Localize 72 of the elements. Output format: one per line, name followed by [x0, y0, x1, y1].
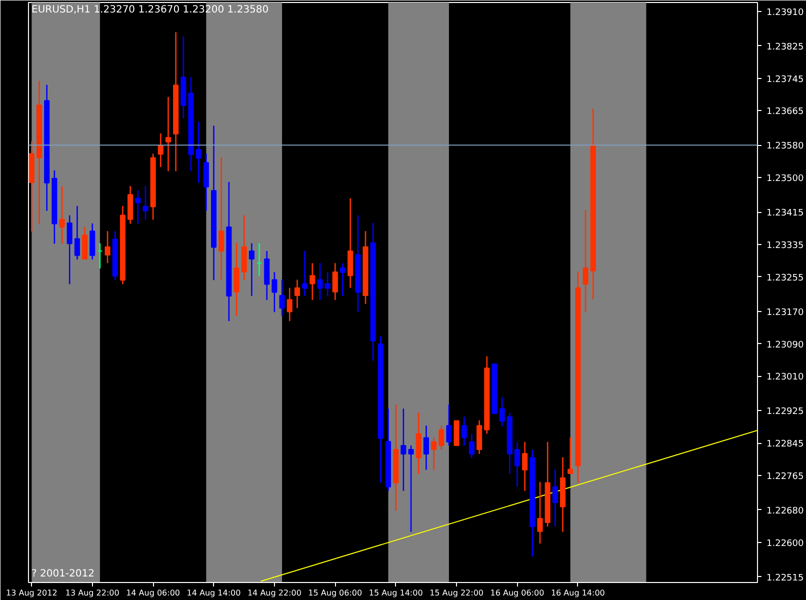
- candlestick: [468, 433, 474, 458]
- y-tick-label: 1.22600: [766, 538, 804, 549]
- candlestick: [431, 437, 437, 470]
- candlestick: [256, 242, 262, 277]
- candlestick: [582, 209, 588, 313]
- x-tick-label: 13 Aug 22:00: [65, 588, 120, 598]
- candlestick: [423, 424, 429, 470]
- candlestick: [438, 424, 444, 450]
- candlestick: [552, 468, 558, 528]
- x-tick-label: 16 Aug 06:00: [490, 588, 544, 598]
- y-tick-label: 1.22845: [766, 440, 804, 450]
- y-tick-label: 1.22925: [766, 407, 804, 418]
- candlestick: [568, 436, 574, 474]
- candlestick: [537, 481, 543, 544]
- candlestick: [461, 416, 467, 446]
- y-tick-label: 1.23500: [766, 174, 804, 184]
- candlestick: [324, 271, 330, 297]
- x-tick-label: 14 Aug 06:00: [126, 588, 180, 598]
- x-tick-label: 14 Aug 22:00: [247, 588, 302, 598]
- y-tick-label: 1.23665: [766, 107, 804, 118]
- candlestick: [135, 190, 141, 224]
- candlestick: [165, 96, 172, 172]
- y-tick-label: 1.23910: [766, 8, 804, 18]
- candlestick: [408, 444, 414, 532]
- candlestick: [317, 262, 323, 301]
- candlestick: [97, 242, 103, 270]
- candlestick: [286, 287, 292, 322]
- candlestick: [302, 250, 308, 297]
- x-tick-label: 15 Aug 22:00: [430, 588, 484, 598]
- candlestick: [104, 230, 110, 264]
- y-tick-label: 1.23255: [766, 273, 804, 284]
- y-tick-label: 1.22515: [766, 573, 804, 584]
- candlestick: [272, 271, 278, 313]
- candlestick: [514, 441, 520, 488]
- y-tick-label: 1.22680: [766, 506, 804, 516]
- y-tick-label: 1.23745: [766, 74, 804, 85]
- candlestick: [279, 279, 285, 316]
- chart-title: EURUSD,H1 1.23270 1.23670 1.23200 1.23580: [32, 4, 269, 16]
- x-tick-label: 15 Aug 14:00: [368, 588, 423, 598]
- candlestick: [522, 441, 528, 492]
- candlestick: [476, 420, 482, 455]
- candlestick: [66, 214, 72, 285]
- ref-line-label: 1.23580: [766, 142, 804, 152]
- x-tick-label: 15 Aug 06:00: [308, 588, 362, 598]
- candlestick: [158, 132, 164, 168]
- candlestick: [310, 262, 316, 301]
- y-tick-label: 1.23335: [766, 240, 804, 251]
- candlestick: [499, 396, 505, 428]
- annotation: ? 2001-2012: [32, 568, 94, 580]
- candlestick: [332, 262, 338, 301]
- y-tick-label: 1.23415: [766, 208, 804, 219]
- candlestick: [234, 242, 240, 316]
- candlestick: [74, 205, 80, 260]
- candlestick: [59, 185, 65, 244]
- candlestick: [248, 242, 254, 297]
- y-tick-label: 1.23010: [766, 372, 804, 383]
- candlestick: [446, 404, 452, 446]
- y-tick-label: 1.23825: [766, 42, 804, 52]
- candlestick: [294, 279, 300, 309]
- candlestick: [196, 121, 202, 184]
- candlestick: [82, 226, 88, 260]
- candlestick: [218, 156, 224, 281]
- candlestick: [340, 262, 346, 297]
- candlestick: [142, 185, 148, 220]
- x-tick-label: 14 Aug 14:00: [186, 588, 241, 598]
- x-tick-label: 13 Aug 2012: [6, 588, 58, 598]
- y-tick-label: 1.22765: [766, 472, 804, 482]
- candlestick: [400, 408, 406, 492]
- x-tick-label: 16 Aug 14:00: [550, 588, 605, 598]
- y-tick-label: 1.23090: [766, 340, 804, 350]
- candlestick: [416, 412, 422, 475]
- y-tick-label: 1.23170: [766, 308, 804, 318]
